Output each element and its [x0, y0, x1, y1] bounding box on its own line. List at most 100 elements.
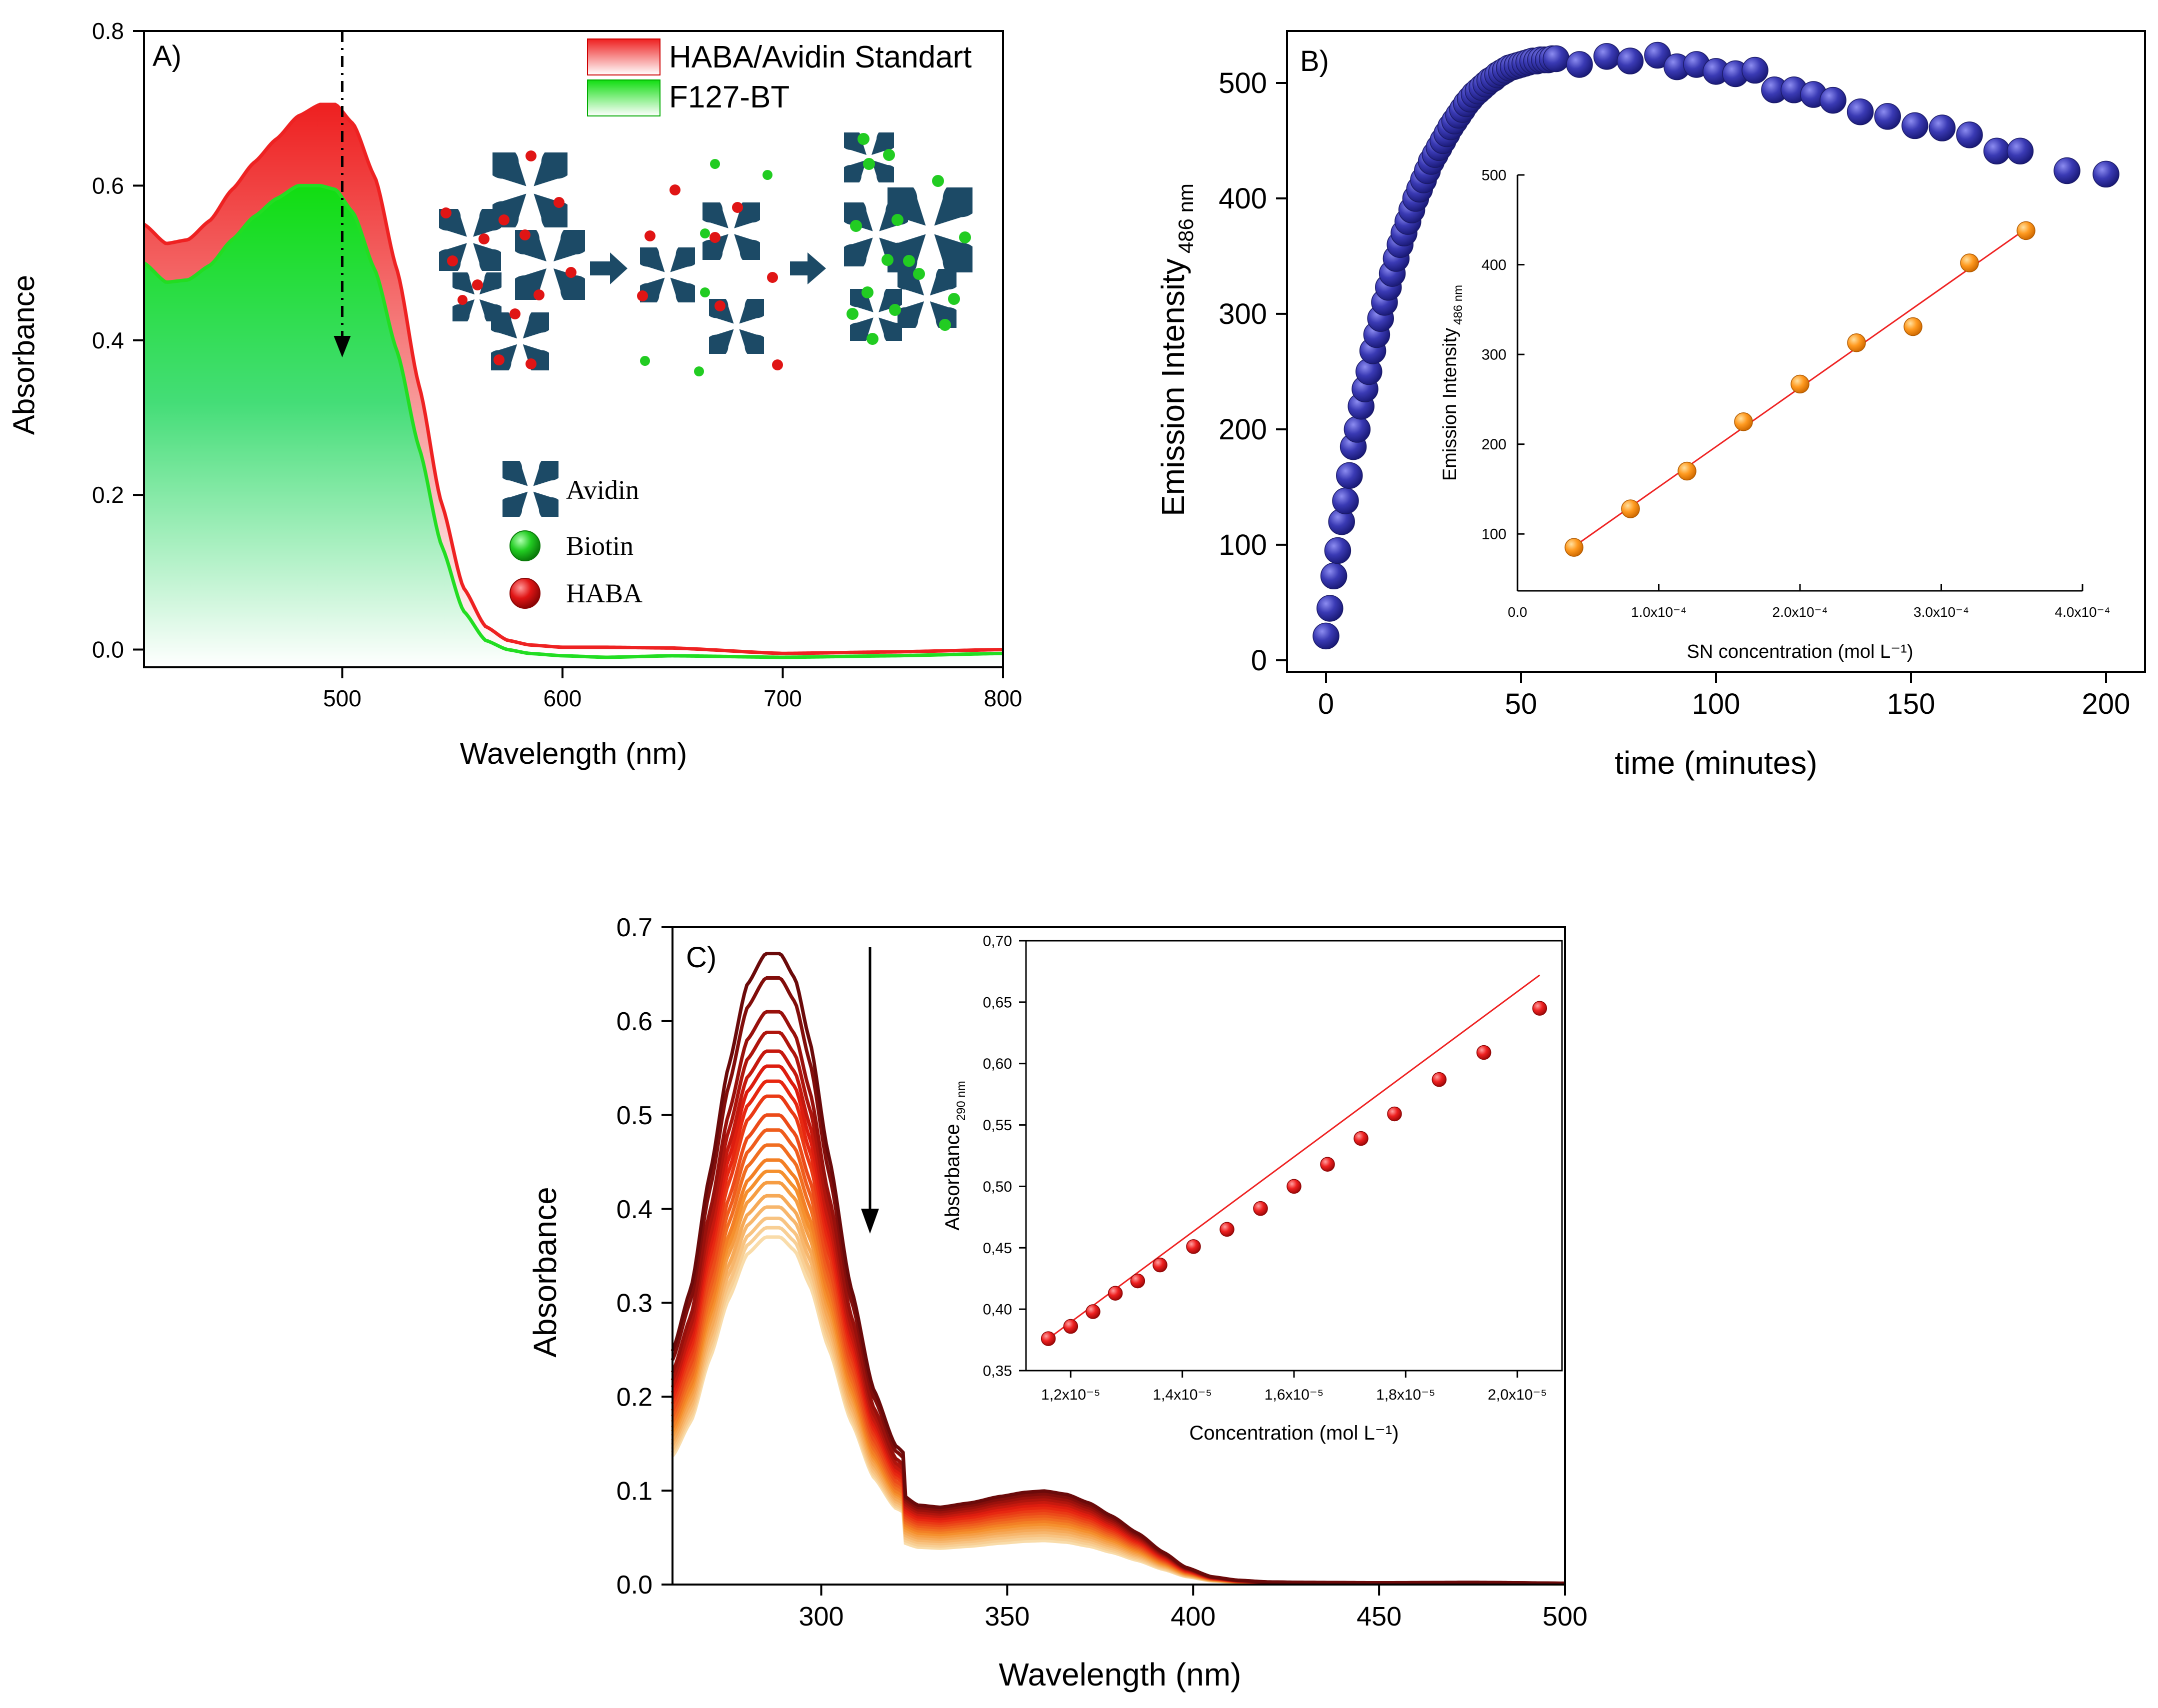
scheme-legend-haba: HABA [566, 578, 642, 608]
panel-a-ytick-label: 0.6 [92, 172, 124, 198]
panel-b-ytick-label: 0 [1251, 644, 1267, 677]
panel-b-point [1316, 595, 1344, 622]
panel-c-ylabel: Absorbance [527, 1187, 563, 1358]
panel-c-inset-ytick-label: 0,40 [983, 1302, 1012, 1318]
panel-c-ytick-label: 0.7 [616, 913, 652, 942]
panel-c-ytick-label: 0.1 [616, 1477, 652, 1506]
avidin-icon [502, 461, 558, 517]
panel-c-inset-point [1152, 1257, 1168, 1273]
panel-c-lines [670, 952, 1566, 1586]
panel-a-axes: 500 600 700 800 0.0 0.2 0.4 0.6 0.8 [92, 18, 1022, 711]
panel-b-point [1320, 562, 1348, 590]
panel-b-point [1874, 103, 1901, 130]
panel-a-dashed-arrow [334, 31, 351, 357]
panel-b-ytick-label: 300 [1218, 298, 1267, 330]
panel-c-xtick-label: 300 [798, 1602, 844, 1632]
panel-b-point [1902, 112, 1928, 139]
panel-c-inset-xlabel: Concentration (mol L⁻¹) [1189, 1422, 1398, 1444]
panel-a-ytick-label: 0.0 [92, 637, 124, 663]
panel-c-inset-point [1186, 1239, 1201, 1254]
panel-b-inset-point [1734, 412, 1753, 431]
legend-swatch-haba [587, 38, 660, 75]
panel-a: 500 600 700 800 0.0 0.2 0.4 0.6 0.8 A) Wavelengt… [7, 18, 1022, 770]
panel-b-inset-point [1621, 499, 1640, 518]
biotin-icon [510, 530, 540, 561]
panel-b-axes: 0 50 100 150 200 0 100 200 300 400 500 [1218, 67, 2130, 720]
panel-c-inset: 1,2x10⁻⁵ 1,4x10⁻⁵ 1,6x10⁻⁵ 1,8x10⁻⁵ 2,0x10⁻⁵… [942, 933, 1563, 1444]
panel-b-point [2006, 137, 2034, 164]
panel-b-inset-xtick-label: 0.0 [1508, 604, 1528, 620]
panel-b-inset-ylabel-main: Emission Intensity [1440, 328, 1460, 481]
panel-c-xtick-label: 350 [984, 1602, 1030, 1632]
panel-c-inset-ylabel-sub: 290 nm [954, 1081, 968, 1121]
panel-b-points [1312, 41, 2120, 650]
panel-c-inset-point [1108, 1286, 1123, 1301]
scheme-legend-avidin: Avidin [566, 475, 639, 505]
panel-c-xtick-label: 500 [1542, 1602, 1588, 1632]
panel-b-point [1332, 487, 1359, 514]
panel-c-inset-xtick-label: 1,4x10⁻⁵ [1152, 1387, 1212, 1403]
panel-a-scheme: Avidin Biotin HABA [439, 132, 972, 609]
panel-b-inset-xtick-label: 3.0x10⁻⁴ [1914, 604, 1969, 620]
panel-a-lines [143, 102, 1004, 659]
panel-a-xtick-label: 700 [764, 685, 802, 711]
panel-c-xtick-label: 400 [1170, 1602, 1216, 1632]
panel-c-ytick-label: 0.6 [616, 1007, 652, 1036]
panel-b-inset-ytick-label: 500 [1482, 167, 1506, 184]
panel-b-inset-axes: 0.0 1.0x10⁻⁴ 2.0x10⁻⁴ 3.0x10⁻⁴ 4.0x10⁻⁴ 100 20… [1482, 167, 2110, 620]
panel-b-xtick-label: 100 [1692, 688, 1740, 720]
panel-a-xtick-label: 800 [984, 685, 1022, 711]
panel-a-series-line [143, 102, 1004, 655]
panel-b-inset-xtick-label: 1.0x10⁻⁴ [1631, 604, 1686, 620]
panel-b-point [1616, 47, 1644, 74]
scheme-group-mixing [637, 159, 783, 376]
panel-c-inset-point [1432, 1072, 1447, 1087]
panel-b-ylabel: Emission Intensity 486 nm [1155, 183, 1198, 516]
panel-b-point [2092, 160, 2120, 188]
panel-c-inset-point [1086, 1304, 1100, 1319]
panel-b-inset-ytick-label: 100 [1482, 526, 1506, 543]
panel-c-ytick-label: 0.5 [616, 1101, 652, 1130]
panel-b-inset-point [1564, 538, 1584, 557]
panel-b-inset-point [1960, 253, 1979, 272]
panel-a-f127-fill [144, 185, 1003, 668]
scheme-legend: Avidin Biotin HABA [502, 461, 642, 609]
panel-b-ytick-label: 400 [1218, 182, 1267, 215]
panel-b-point [2054, 157, 2080, 184]
panel-c-inset-ytick-label: 0,35 [983, 1363, 1012, 1380]
scheme-legend-biotin: Biotin [566, 531, 634, 561]
panel-a-fills [144, 104, 1003, 668]
panel-b-point [1846, 98, 1874, 125]
scheme-group-haba-bound [439, 150, 585, 370]
panel-b-inset-point [1904, 317, 1922, 336]
panel-c-inset-point [1387, 1106, 1402, 1122]
panel-a-xlabel: Wavelength (nm) [460, 737, 688, 770]
panel-b-point [1742, 56, 1768, 84]
scheme-group-biotin-bound [844, 132, 972, 345]
panel-c-inset-xtick-label: 1,8x10⁻⁵ [1376, 1387, 1435, 1403]
panel-c-inset-point [1532, 1001, 1548, 1016]
panel-b-point [1344, 416, 1371, 443]
panel-a-ytick-label: 0.2 [92, 482, 124, 508]
panel-c-inset-ytick-label: 0,70 [983, 933, 1012, 950]
panel-c-xlabel: Wavelength (nm) [999, 1657, 1242, 1693]
panel-b-inset-ytick-label: 400 [1482, 257, 1506, 273]
panel-a-xtick-label: 500 [323, 685, 362, 711]
panel-c-inset-fit-line [1048, 974, 1540, 1340]
panel-b-point [1336, 462, 1363, 489]
panel-a-label: A) [152, 40, 182, 72]
panel-b-xtick-label: 200 [2082, 688, 2130, 720]
panel-c-series-line [670, 952, 1566, 1585]
panel-c-inset-ytick-label: 0,65 [983, 994, 1012, 1011]
panel-c-label: C) [686, 941, 716, 974]
panel-b-inset-ytick-label: 300 [1482, 347, 1506, 363]
panel-c-inset-point [1130, 1273, 1146, 1289]
panel-c-inset-points [1040, 1001, 1548, 1346]
panel-b-point [1928, 114, 1956, 141]
panel-b-xtick-label: 50 [1505, 688, 1538, 720]
panel-b-xlabel: time (minutes) [1614, 745, 1817, 781]
panel-b-xtick-label: 0 [1318, 688, 1334, 720]
panel-c-inset-point [1354, 1131, 1368, 1146]
panel-b-ytick-label: 200 [1218, 413, 1267, 446]
panel-a-ytick-label: 0.4 [92, 327, 124, 353]
